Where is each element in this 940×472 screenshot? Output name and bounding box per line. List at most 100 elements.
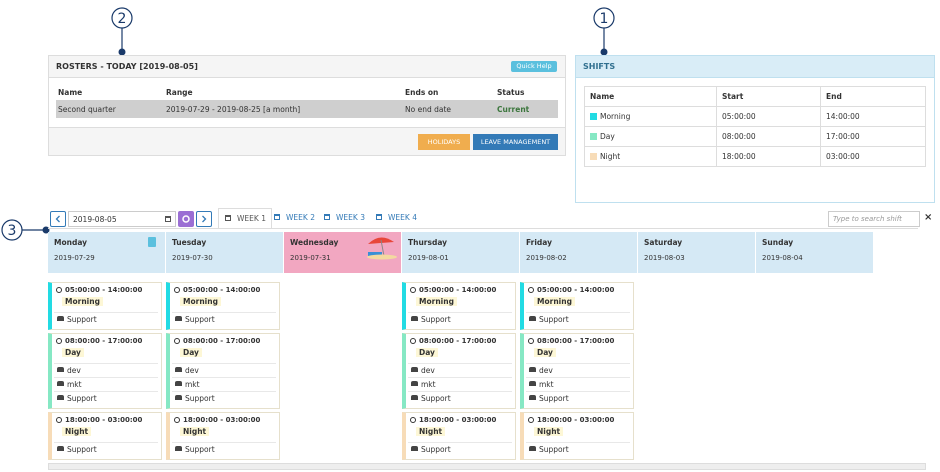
shift-card[interactable] — [402, 412, 516, 460]
shift-name: Day — [600, 132, 615, 141]
shift-name: Morning — [600, 112, 631, 121]
shifts-title: SHIFTS — [583, 62, 616, 71]
day-date: 2019-07-31 — [290, 254, 331, 262]
group-divider — [408, 312, 512, 313]
shift-card[interactable] — [402, 282, 516, 330]
clock-icon — [410, 417, 416, 423]
group-name: Support — [539, 445, 569, 454]
clock-icon — [56, 417, 62, 423]
group-name: Support — [421, 445, 451, 454]
week-tab[interactable]: WEEK 4 — [370, 208, 422, 228]
table-header: Name — [590, 92, 615, 101]
group-divider — [54, 377, 158, 378]
shift-card[interactable] — [166, 412, 280, 460]
next-week-button[interactable] — [196, 211, 212, 227]
shift-card[interactable] — [48, 412, 162, 460]
roster-row[interactable] — [56, 100, 558, 118]
shift-color-swatch — [590, 133, 597, 140]
clear-button[interactable]: × — [924, 212, 933, 223]
settings-button[interactable] — [178, 211, 194, 227]
help-icon — [148, 237, 156, 247]
holidays-button[interactable]: HOLIDAYS — [418, 134, 470, 150]
prev-week-button[interactable] — [50, 211, 66, 227]
shift-start: 05:00:00 — [722, 112, 756, 121]
rosters-header — [48, 55, 566, 78]
group-icon — [411, 316, 418, 321]
group-name: dev — [185, 366, 199, 375]
calendar-icon — [165, 216, 171, 222]
group-divider — [408, 442, 512, 443]
shift-card[interactable] — [520, 333, 634, 409]
shift-time: 08:00:00 - 17:00:00 — [537, 337, 615, 345]
group-name: Support — [539, 315, 569, 324]
group-icon — [175, 316, 182, 321]
group-icon — [175, 395, 182, 400]
roster-cell: 2019-07-29 - 2019-08-25 [a month] — [166, 105, 301, 114]
shift-name: Night — [62, 427, 92, 436]
shift-time: 08:00:00 - 17:00:00 — [183, 337, 261, 345]
shift-card[interactable] — [166, 333, 280, 409]
shift-name: Night — [416, 427, 446, 436]
shift-end: 17:00:00 — [826, 132, 860, 141]
shift-card[interactable] — [402, 333, 516, 409]
shift-name: Morning — [534, 297, 575, 306]
tab-label: WEEK 1 — [237, 214, 266, 223]
chevron-icon — [55, 215, 60, 223]
day-name: Saturday — [644, 238, 683, 247]
shift-end: 14:00:00 — [826, 112, 860, 121]
week-tab[interactable]: WEEK 1 — [218, 208, 272, 228]
shifts-header — [575, 55, 935, 78]
shift-card[interactable] — [48, 333, 162, 409]
shift-name: Day — [62, 348, 84, 357]
table-header: Ends on — [405, 88, 439, 97]
day-date: 2019-07-29 — [54, 254, 95, 262]
leave-management-button[interactable]: LEAVE MANAGEMENT — [473, 134, 558, 150]
date-input[interactable] — [68, 211, 176, 227]
day-date: 2019-07-30 — [172, 254, 213, 262]
week-tab[interactable]: WEEK 3 — [318, 208, 370, 228]
shift-time: 18:00:00 - 03:00:00 — [537, 416, 615, 424]
scrollbar — [48, 463, 926, 470]
group-name: Support — [185, 315, 215, 324]
shift-card[interactable] — [48, 282, 162, 330]
shift-card[interactable] — [520, 412, 634, 460]
group-icon — [175, 381, 182, 386]
group-name: mkt — [421, 380, 436, 389]
group-icon — [411, 367, 418, 372]
shift-time: 18:00:00 - 03:00:00 — [419, 416, 497, 424]
day-header — [166, 232, 283, 273]
shift-time: 18:00:00 - 03:00:00 — [65, 416, 143, 424]
shift-card[interactable] — [520, 282, 634, 330]
row-divider — [584, 146, 926, 147]
group-divider — [54, 391, 158, 392]
shift-name: Night — [600, 152, 621, 161]
calendar-icon — [225, 215, 231, 221]
day-date: 2019-08-04 — [762, 254, 803, 262]
rosters-footer — [49, 127, 565, 155]
group-name: dev — [539, 366, 553, 375]
shift-time: 05:00:00 - 14:00:00 — [537, 286, 615, 294]
group-icon — [57, 446, 64, 451]
day-header — [756, 232, 873, 273]
shift-card[interactable] — [166, 282, 280, 330]
tab-label: WEEK 4 — [388, 213, 417, 222]
clock-icon — [528, 287, 534, 293]
shift-time: 05:00:00 - 14:00:00 — [419, 286, 497, 294]
group-icon — [57, 381, 64, 386]
group-divider — [172, 312, 276, 313]
group-divider — [172, 442, 276, 443]
group-divider — [526, 377, 630, 378]
quick-help-button[interactable]: Quick Help — [511, 61, 557, 72]
shifts-panel — [575, 55, 935, 203]
clock-icon — [528, 417, 534, 423]
search-input[interactable] — [828, 211, 920, 227]
shift-name: Morning — [180, 297, 221, 306]
day-date: 2019-08-01 — [408, 254, 449, 262]
group-icon — [175, 367, 182, 372]
week-tab[interactable]: WEEK 2 — [268, 208, 320, 228]
clock-icon — [56, 338, 62, 344]
calendar-icon — [376, 214, 382, 220]
day-header — [520, 232, 637, 273]
